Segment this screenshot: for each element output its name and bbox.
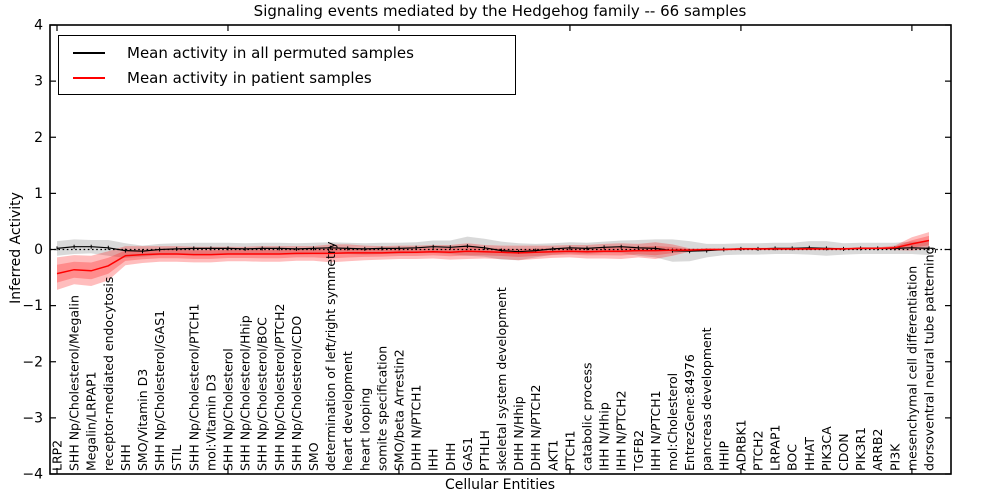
x-category-label: GAS1 [460, 437, 475, 471]
x-axis-label: Cellular Entities [444, 477, 556, 493]
legend-entry-patient: Mean activity in patient samples [73, 66, 515, 90]
y-tick-label: −1 [22, 298, 43, 314]
x-category-label: receptor-mediated endocytosis [101, 277, 116, 471]
x-category-label: heart looping [357, 388, 372, 471]
x-category-label: LRP2 [50, 440, 65, 471]
x-category-label: AKT1 [545, 440, 560, 471]
legend-label-permuted: Mean activity in all permuted samples [127, 43, 414, 62]
x-category-label: SMO [306, 442, 321, 471]
x-category-label: ARRB2 [870, 429, 885, 471]
x-category-label: PIK3R1 [853, 427, 868, 471]
x-category-label: mol:Vitamin D3 [203, 374, 218, 471]
x-category-label: BOC [785, 444, 800, 471]
x-category-label: TGFB2 [631, 430, 646, 472]
legend-label-patient: Mean activity in patient samples [127, 68, 372, 87]
permuted-line-swatch [73, 51, 105, 54]
patient-band-outer [57, 232, 929, 290]
x-category-label: SMO/Vitamin D3 [135, 369, 150, 471]
x-category-label: mol:Cholesterol [665, 373, 680, 471]
y-tick-label: 4 [34, 18, 43, 34]
x-category-label: SHH Np/Cholesterol [221, 348, 236, 471]
x-category-label: PTHLH [477, 430, 492, 471]
x-category-label: DHH N/Hhip [511, 396, 526, 471]
y-tick-label: −2 [22, 354, 43, 370]
x-category-label: HHAT [802, 437, 817, 471]
x-category-label: ADRBK1 [733, 419, 748, 471]
x-category-label: skeletal system development [494, 287, 509, 471]
x-category-label: SHH Np/Cholesterol/CDO [289, 316, 304, 471]
y-tick-label: −3 [22, 410, 43, 426]
x-category-label: SHH Np/Cholesterol/BOC [255, 317, 270, 471]
x-category-label: catabolic process [580, 362, 595, 471]
x-category-label: dorsoventral neural tube patterning [922, 247, 937, 472]
y-tick-label: 2 [34, 130, 43, 146]
x-category-label: SHH Np/Cholesterol/PTCH2 [272, 304, 287, 472]
x-category-label: PTCH1 [562, 430, 577, 471]
x-category-label: DHH N/PTCH1 [409, 385, 424, 471]
y-tick-label: 3 [34, 74, 43, 90]
x-category-label: IHH N/Hhip [597, 402, 612, 471]
x-category-label: SHH [118, 444, 133, 471]
x-category-label: IHH N/PTCH2 [614, 390, 629, 471]
patient-line-swatch [73, 76, 105, 79]
x-category-label: CDON [836, 433, 851, 471]
y-tick-label: 0 [34, 242, 43, 258]
x-category-label: LRPAP1 [768, 425, 783, 471]
x-category-label: SMO/beta Arrestin2 [392, 349, 407, 471]
x-category-label: STIL [169, 445, 184, 471]
x-category-label: DHH N/PTCH2 [528, 385, 543, 471]
x-category-label: IHH N/PTCH1 [648, 390, 663, 471]
x-category-label: pancreas development [699, 327, 714, 471]
x-category-label: determination of left/right symmetry [323, 241, 338, 471]
x-category-label: PTCH2 [751, 430, 766, 471]
x-category-label: PIK3CA [819, 426, 834, 471]
y-tick-label: 1 [34, 186, 43, 202]
legend: Mean activity in all permuted samples Me… [58, 35, 516, 95]
chart-title: Signaling events mediated by the Hedgeho… [253, 2, 747, 20]
y-tick-label: −4 [22, 467, 43, 483]
x-category-label: SHH Np/Cholesterol/GAS1 [152, 310, 167, 471]
x-category-label: Megalin/LRPAP1 [84, 371, 99, 471]
x-category-label: SHH Np/Cholesterol/Megalin [67, 295, 82, 471]
x-category-label: heart development [340, 351, 355, 471]
x-category-label: SHH Np/Cholesterol/Hhip [238, 315, 253, 471]
x-category-label: somite specification [374, 346, 389, 471]
x-category-label: mesenchymal cell differentiation [904, 266, 919, 471]
x-category-label: EntrezGene:84976 [682, 354, 697, 471]
x-category-label: HHIP [716, 441, 731, 471]
x-category-label: DHH [443, 443, 458, 471]
x-category-label: SHH Np/Cholesterol/PTCH1 [186, 304, 201, 472]
patient-mean-line [56, 239, 930, 275]
x-category-label: PI3K [887, 443, 902, 471]
x-category-label: IHH [426, 449, 441, 472]
legend-entry-permuted: Mean activity in all permuted samples [73, 41, 515, 65]
